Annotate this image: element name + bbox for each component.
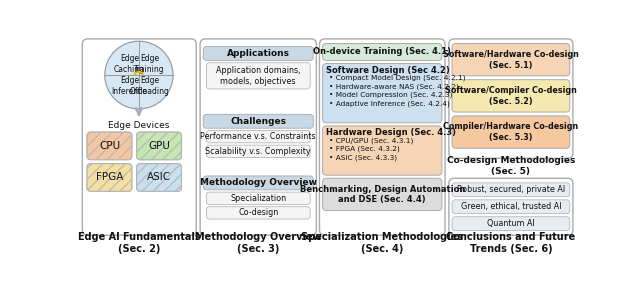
Text: Methodology Overview: Methodology Overview <box>200 178 317 187</box>
Text: Hardware Design (Sec. 4.3): Hardware Design (Sec. 4.3) <box>326 128 456 137</box>
FancyBboxPatch shape <box>206 63 310 89</box>
FancyBboxPatch shape <box>204 114 313 128</box>
Text: Methodology Overview
(Sec. 3): Methodology Overview (Sec. 3) <box>195 232 321 254</box>
FancyBboxPatch shape <box>319 39 445 235</box>
Text: Software Design (Sec 4.2): Software Design (Sec 4.2) <box>326 66 449 75</box>
Text: Co-design Methodologies
(Sec. 5): Co-design Methodologies (Sec. 5) <box>447 156 575 176</box>
Text: • CPU/GPU (Sec. 4.3.1): • CPU/GPU (Sec. 4.3.1) <box>329 137 413 144</box>
FancyBboxPatch shape <box>136 164 182 191</box>
Text: Green, ethical, trusted AI: Green, ethical, trusted AI <box>461 202 561 211</box>
FancyBboxPatch shape <box>452 217 570 231</box>
FancyBboxPatch shape <box>452 80 570 112</box>
FancyBboxPatch shape <box>452 116 570 148</box>
Text: Edge
Caching: Edge Caching <box>114 54 145 74</box>
Text: Challenges: Challenges <box>230 117 286 126</box>
FancyBboxPatch shape <box>323 126 442 175</box>
Text: • ASIC (Sec. 4.3.3): • ASIC (Sec. 4.3.3) <box>329 154 397 161</box>
Text: Edge Devices: Edge Devices <box>108 121 170 131</box>
FancyBboxPatch shape <box>206 207 310 219</box>
Text: Robust, secured, private AI: Robust, secured, private AI <box>457 185 565 194</box>
FancyBboxPatch shape <box>204 176 313 190</box>
FancyBboxPatch shape <box>206 131 310 143</box>
FancyBboxPatch shape <box>204 47 313 60</box>
FancyBboxPatch shape <box>87 164 132 191</box>
FancyBboxPatch shape <box>449 178 573 235</box>
FancyBboxPatch shape <box>323 44 442 60</box>
FancyBboxPatch shape <box>200 39 316 235</box>
Text: • Model Compression (Sec. 4.2.3): • Model Compression (Sec. 4.2.3) <box>329 92 452 98</box>
Text: FPGA: FPGA <box>96 173 123 182</box>
Text: Software/Compiler Co-design
(Sec. 5.2): Software/Compiler Co-design (Sec. 5.2) <box>445 86 577 106</box>
Text: Quantum AI: Quantum AI <box>487 219 535 228</box>
Text: Applications: Applications <box>227 49 290 58</box>
Text: Conclusions and Future
Trends (Sec. 6): Conclusions and Future Trends (Sec. 6) <box>446 232 575 254</box>
Text: Edge
Training: Edge Training <box>134 54 165 74</box>
Text: • Compact Model Design (Sec. 4.2.1): • Compact Model Design (Sec. 4.2.1) <box>329 75 465 81</box>
Text: • Hardware-aware NAS (Sec. 4.2.2): • Hardware-aware NAS (Sec. 4.2.2) <box>329 84 459 90</box>
FancyBboxPatch shape <box>83 39 196 235</box>
Text: Application domains,
models, objectives: Application domains, models, objectives <box>216 66 301 86</box>
Text: Edge
Offloading: Edge Offloading <box>130 76 170 96</box>
Circle shape <box>105 41 173 109</box>
Text: Software/Hardware Co-design
(Sec. 5.1): Software/Hardware Co-design (Sec. 5.1) <box>443 50 579 69</box>
Text: Co-design: Co-design <box>238 208 278 218</box>
Text: CPU: CPU <box>99 141 120 151</box>
Text: GPU: GPU <box>148 141 170 151</box>
FancyBboxPatch shape <box>136 132 182 160</box>
FancyBboxPatch shape <box>87 132 132 160</box>
FancyBboxPatch shape <box>323 178 442 211</box>
FancyBboxPatch shape <box>323 64 442 123</box>
FancyBboxPatch shape <box>452 44 570 76</box>
FancyBboxPatch shape <box>449 39 573 158</box>
Text: Edge AI Fundamentals
(Sec. 2): Edge AI Fundamentals (Sec. 2) <box>77 232 200 254</box>
Text: Specialization: Specialization <box>230 194 286 203</box>
Text: Compiler/Hardware Co-design
(Sec. 5.3): Compiler/Hardware Co-design (Sec. 5.3) <box>444 122 579 142</box>
Text: On-device Training (Sec. 4.1): On-device Training (Sec. 4.1) <box>314 48 451 56</box>
FancyBboxPatch shape <box>206 145 310 157</box>
Text: • FPGA (Sec. 4.3.2): • FPGA (Sec. 4.3.2) <box>329 146 399 152</box>
FancyBboxPatch shape <box>452 183 570 197</box>
Text: Performance v.s. Constraints: Performance v.s. Constraints <box>200 132 316 141</box>
FancyBboxPatch shape <box>452 200 570 214</box>
Text: Specialization Methodologies
(Sec. 4): Specialization Methodologies (Sec. 4) <box>301 232 463 254</box>
Text: ASIC: ASIC <box>147 173 171 182</box>
Text: Benchmarking, Design Automation
and DSE (Sec. 4.4): Benchmarking, Design Automation and DSE … <box>300 185 465 204</box>
Text: Scalability v.s. Complexity: Scalability v.s. Complexity <box>205 147 311 156</box>
FancyBboxPatch shape <box>206 192 310 204</box>
Text: • Adaptive Inference (Sec. 4.2.4): • Adaptive Inference (Sec. 4.2.4) <box>329 100 450 107</box>
Text: Edge
Inference: Edge Inference <box>111 76 148 96</box>
